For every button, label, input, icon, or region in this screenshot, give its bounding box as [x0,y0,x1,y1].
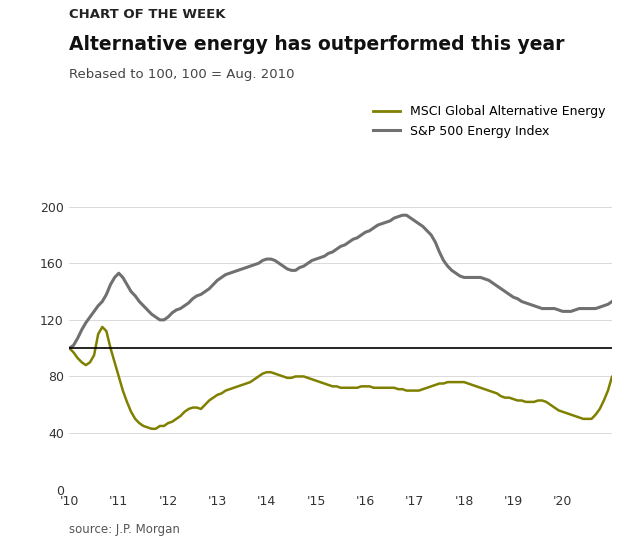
Text: source: J.P. Morgan: source: J.P. Morgan [69,523,180,536]
Text: CHART OF THE WEEK: CHART OF THE WEEK [69,8,226,21]
Text: Rebased to 100, 100 = Aug. 2010: Rebased to 100, 100 = Aug. 2010 [69,68,295,81]
Legend: MSCI Global Alternative Energy, S&P 500 Energy Index: MSCI Global Alternative Energy, S&P 500 … [373,106,606,138]
Text: Alternative energy has outperformed this year: Alternative energy has outperformed this… [69,35,565,54]
